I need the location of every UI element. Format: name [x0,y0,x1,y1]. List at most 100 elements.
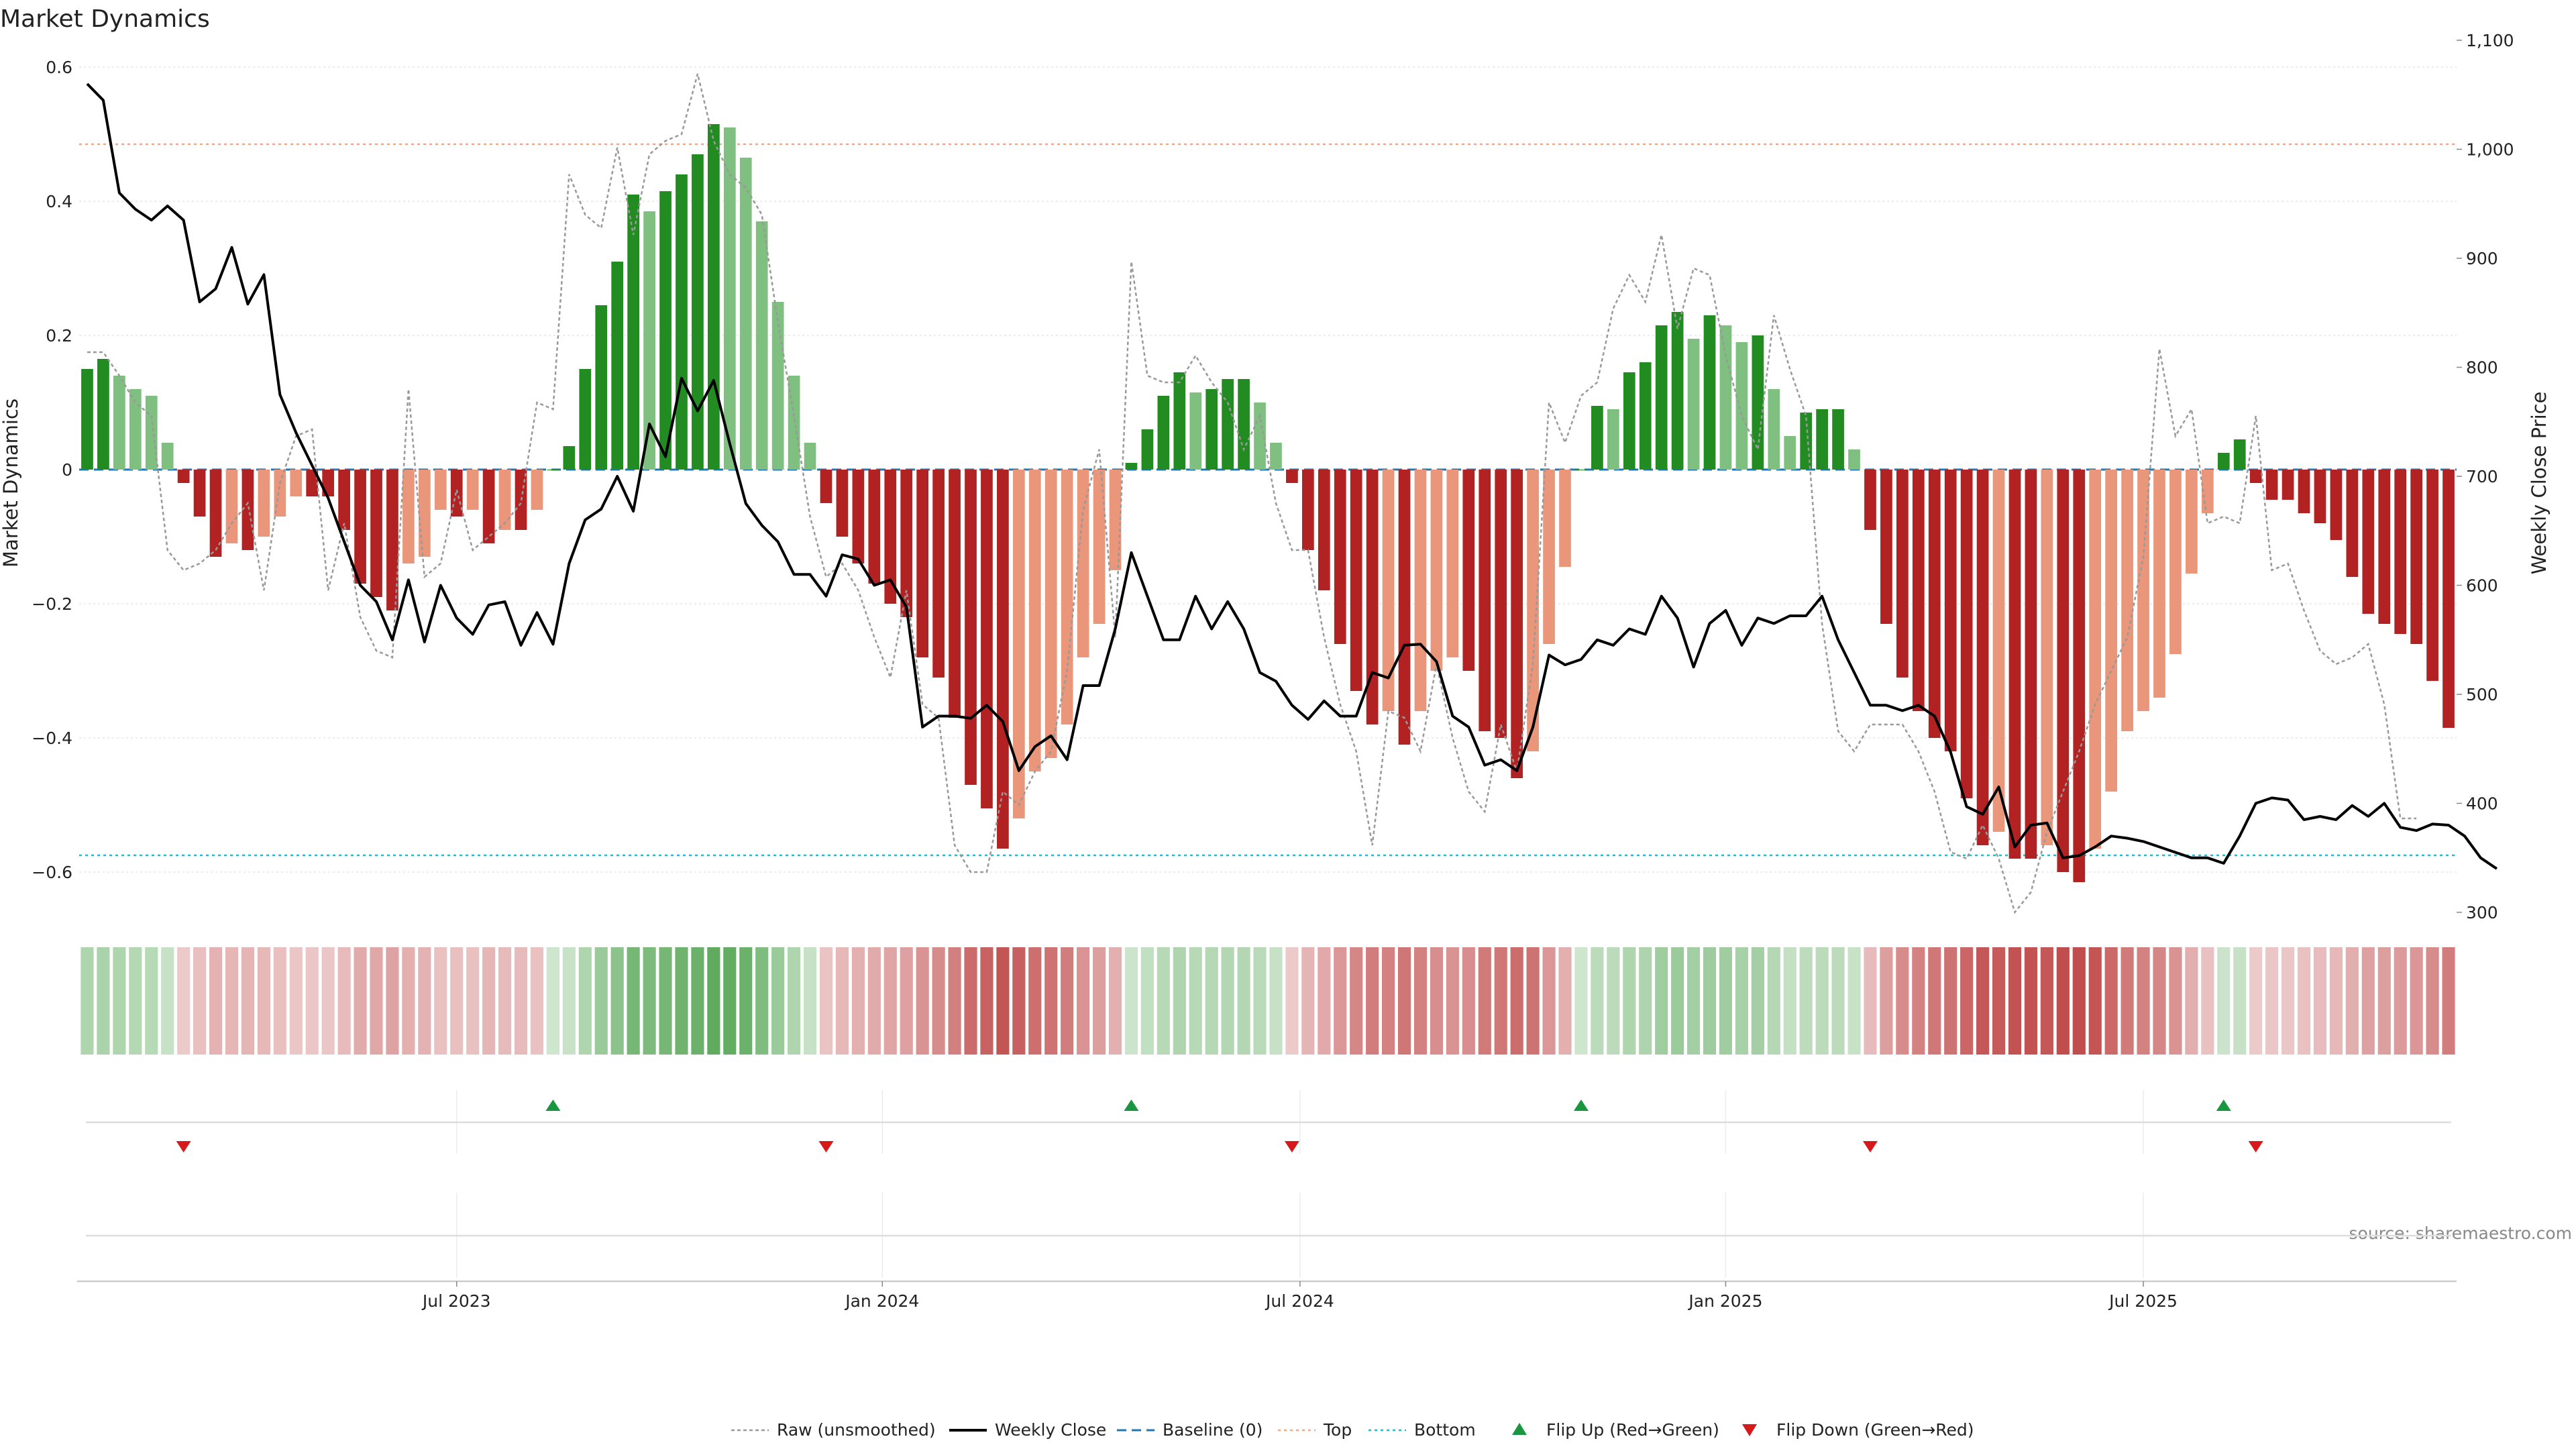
heat-cell [739,947,753,1055]
bar [1896,470,1909,678]
legend-label: Raw (unsmoothed) [777,1420,936,1440]
flip-down-marker [1284,1141,1299,1152]
bar [997,470,1009,849]
bar [1044,470,1057,758]
heat-cell [1912,947,1925,1055]
heat-cell [1799,947,1813,1055]
bar [113,376,125,470]
heat-cell [1221,947,1234,1055]
heat-cell [1880,947,1893,1055]
bar [2314,470,2326,523]
legend-label: Bottom [1414,1420,1476,1440]
heat-cell [2410,947,2423,1055]
bar [2169,470,2182,654]
heat-cell [867,947,881,1055]
bar [2265,470,2278,500]
heat-cell [1189,947,1202,1055]
histogram-bars [81,124,2455,882]
flip-up-marker [1573,1099,1589,1111]
bar [290,470,303,496]
bar [563,446,576,470]
heat-cell [2169,947,2182,1055]
heat-cell [113,947,126,1055]
heat-cell [1334,947,1347,1055]
y2-tick-label: 1,000 [2466,140,2514,160]
y-tick-label: −0.6 [32,863,72,882]
heat-cell [1526,947,1540,1055]
bar [1960,470,1973,798]
flip-up-marker [545,1099,561,1111]
bar [2282,470,2294,500]
bar [2394,470,2407,634]
bar [1141,429,1154,470]
bar [1816,409,1828,470]
heat-cell [2217,947,2231,1055]
bar [579,369,592,470]
heat-cell [1494,947,1507,1055]
bar [2057,470,2070,872]
heat-cell [803,947,817,1055]
heat-cell [273,947,286,1055]
heat-cell [1173,947,1186,1055]
heat-cell [1574,947,1588,1055]
heat-cell [2121,947,2134,1055]
bar [676,174,688,470]
bar [949,470,961,718]
heat-cell [659,947,672,1055]
bar [836,470,849,537]
heat-cell [1108,947,1122,1055]
heat-cell [2265,947,2279,1055]
y2-tick-label: 700 [2466,467,2498,486]
y-axis-label: Market Dynamics [0,398,22,568]
flip-down-marker [176,1141,191,1152]
y-tick-label: 0.2 [46,326,72,345]
bar [193,470,206,517]
bar [2378,470,2391,624]
heat-cell [80,947,94,1055]
heat-cell [1510,947,1523,1055]
bar [2362,470,2375,614]
heat-cell [241,947,255,1055]
heat-cell [723,947,737,1055]
heat-cell [2249,947,2263,1055]
heat-cell [1686,947,1701,1055]
heat-cell [1382,947,1395,1055]
heat-cell [1864,947,1877,1055]
heat-cell [1671,947,1684,1055]
bar [1880,470,1892,624]
heat-cell [1237,947,1250,1055]
heat-cell [514,947,528,1055]
bar [1205,389,1218,470]
bar [258,470,270,537]
bar [498,470,511,530]
bar [225,470,238,543]
legend-label: Top [1323,1420,1352,1440]
heat-cell [1285,947,1299,1055]
bar [241,470,254,550]
heat-cell [1623,947,1636,1055]
heat-cell [2201,947,2214,1055]
heat-cell [177,947,191,1055]
bar [161,443,174,470]
heat-cell [2297,947,2311,1055]
heat-strip [80,947,2455,1055]
legend-swatch-flip-down [1742,1424,1757,1436]
bar [370,470,382,597]
bar [386,470,398,610]
heat-cell [2345,947,2359,1055]
heat-cell [418,947,431,1055]
heat-cell [434,947,447,1055]
heat-cell [1397,947,1411,1055]
heat-cell [851,947,865,1055]
heat-cell [402,947,415,1055]
heat-cell [1542,947,1556,1055]
heat-cell [1783,947,1796,1055]
bar [932,470,945,678]
heat-cell [1815,947,1829,1055]
x-tick-label: Jan 2024 [844,1291,919,1311]
heat-cell [996,947,1010,1055]
heat-cell [354,947,367,1055]
heat-cell [337,947,351,1055]
bar [692,154,704,470]
bar [1848,449,1860,470]
